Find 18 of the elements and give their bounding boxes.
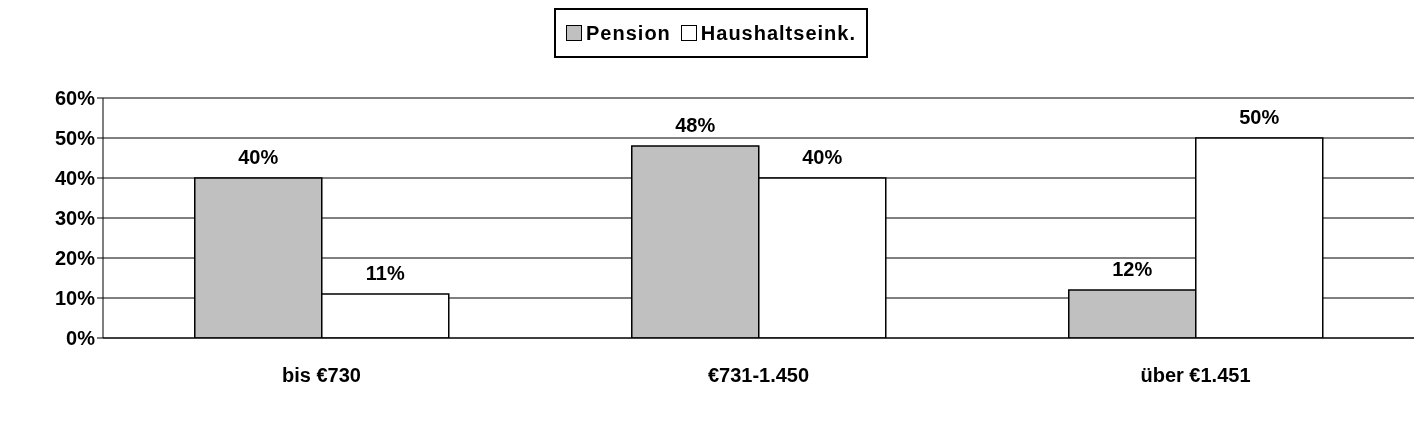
y-tick-label: 40% [54, 167, 96, 190]
data-label: 50% [1239, 106, 1280, 128]
y-tick-label: 50% [54, 127, 96, 150]
data-label: 40% [238, 146, 279, 168]
x-tick-label: bis €730 [282, 364, 361, 387]
legend-label: Haushaltseink. [700, 21, 856, 45]
y-tick-label: 0% [66, 327, 96, 350]
data-label: 48% [675, 114, 716, 136]
x-tick-label: €731-1.450 [707, 364, 810, 387]
legend-label: Pension [586, 21, 671, 45]
y-tick-label: 30% [54, 207, 96, 230]
y-tick-label: 60% [54, 87, 96, 110]
y-tick-label: 20% [54, 247, 96, 270]
data-label: 12% [1112, 258, 1153, 280]
data-label: 11% [365, 262, 405, 284]
data-label: 40% [802, 146, 843, 168]
y-tick-label: 10% [54, 287, 96, 310]
x-tick-label: über €1.451 [1140, 364, 1251, 387]
